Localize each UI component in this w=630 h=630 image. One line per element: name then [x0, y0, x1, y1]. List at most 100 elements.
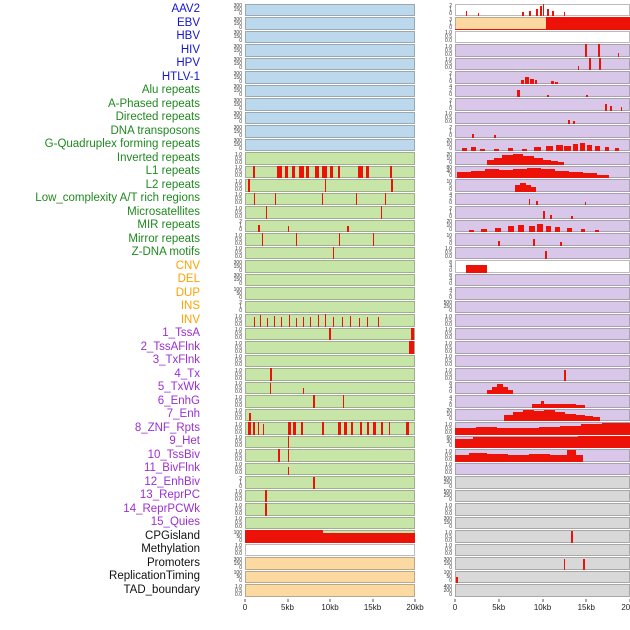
right-track-panel: [455, 3, 630, 16]
y-axis-ticks-right: 1.0 0.5 0.0: [415, 355, 455, 368]
x-tick-mark: [372, 599, 373, 602]
signal-bar: [266, 206, 268, 219]
signal-bar: [381, 422, 383, 435]
right-track-panel: [455, 98, 630, 111]
signal-bar: [486, 454, 508, 462]
x-tick-mark: [244, 599, 246, 602]
y-axis-ticks-left: 300 150 0: [205, 557, 245, 570]
left-track-panel: [245, 111, 415, 124]
y-tick-label: 1.0: [235, 502, 242, 509]
signal-bar: [596, 174, 609, 178]
signal-bar: [273, 315, 275, 327]
signal-bar: [287, 226, 290, 232]
signal-bar: [581, 423, 602, 435]
left-track-panel: [245, 44, 415, 57]
signal-bar: [546, 94, 549, 97]
y-tick-label: 0.0: [235, 335, 242, 341]
y-tick-label: 4: [449, 286, 452, 293]
signal-bar: [476, 427, 497, 435]
y-axis-ticks-right: 500 250 0: [415, 301, 455, 314]
signal-bar: [546, 17, 630, 30]
y-axis-ticks-right: 500 250 0: [415, 490, 455, 503]
signal-bar: [351, 422, 353, 435]
y-tick-label: 4: [449, 277, 452, 283]
left-track-panel: [245, 314, 415, 327]
signal-bar: [355, 192, 357, 205]
right-track-panel: [455, 381, 630, 394]
track-row: A-Phased repeats 300 150 0 2 1 0: [0, 98, 630, 111]
signal-bar: [567, 120, 571, 124]
y-tick-label: 500: [443, 489, 452, 495]
y-tick-label: 10: [446, 155, 452, 162]
y-tick-label: 1.0: [445, 30, 452, 36]
signal-bar: [617, 53, 620, 57]
y-tick-label: 0.0: [445, 348, 452, 355]
signal-bar: [525, 77, 530, 84]
y-tick-label: 0.0: [235, 443, 242, 449]
signal-bar: [609, 106, 612, 111]
signal-bar: [455, 28, 546, 30]
signal-bar: [521, 148, 527, 151]
left-track-panel: [245, 422, 415, 435]
signal-bar: [347, 225, 349, 232]
y-tick-label: 1: [449, 74, 452, 81]
right-track-panel: [455, 165, 630, 178]
right-track-panel: [455, 354, 630, 367]
y-tick-label: 0: [449, 146, 452, 152]
y-tick-label: 1.0: [445, 246, 452, 252]
y-tick-label: 0: [239, 11, 242, 17]
y-tick-label: 0: [449, 267, 452, 274]
track-label: Z-DNA motifs: [131, 246, 200, 258]
y-axis-ticks-left: 1.0 0.5 0.0: [205, 395, 245, 408]
left-track-panel: [245, 287, 415, 300]
y-tick-label: 10: [446, 232, 452, 239]
signal-bar: [470, 170, 485, 178]
track-label: 5_TxWk: [157, 381, 200, 393]
right-track-panel: [455, 449, 630, 462]
right-track-panel: [455, 17, 630, 30]
y-tick-label: 0.0: [445, 429, 452, 436]
signal-bar: [274, 192, 276, 205]
signal-bar: [544, 403, 555, 408]
signal-bar: [481, 228, 487, 232]
y-tick-label: 0: [239, 537, 242, 544]
x-axis-left: 0 5kb 10kb 15kb 20kb: [243, 599, 424, 621]
y-tick-label: 0.0: [235, 348, 242, 355]
signal-bar: [314, 165, 319, 178]
track-row: 3_TxFlnk 1.0 0.5 0.0 1.0 0.5 0.0: [0, 354, 630, 368]
y-tick-label: 0.0: [235, 524, 242, 530]
left-track-panel: [245, 179, 415, 192]
y-axis-ticks-left: 1.0 0.5 0.0: [205, 247, 245, 260]
signal-bar: [337, 165, 340, 178]
y-tick-label: 50: [446, 574, 452, 580]
track-label: HBV: [176, 30, 200, 42]
right-track-panel: [455, 125, 630, 138]
signal-bar: [512, 168, 527, 178]
y-tick-label: 0.5: [445, 533, 452, 540]
signal-bar: [577, 436, 630, 448]
y-tick-label: 150: [233, 88, 242, 94]
signal-bar: [540, 6, 543, 16]
y-tick-label: 1.0: [445, 367, 452, 374]
y-tick-label: 2: [449, 88, 452, 94]
signal-bar: [455, 428, 476, 435]
left-track-panel: [245, 57, 415, 70]
signal-bar: [309, 317, 311, 327]
signal-bar: [313, 477, 315, 489]
y-tick-label: 1.0: [235, 408, 242, 414]
y-tick-label: 300: [233, 30, 242, 36]
y-tick-label: 10: [446, 142, 452, 148]
y-tick-label: 0: [449, 132, 452, 139]
signal-bar: [595, 229, 599, 232]
signal-bar: [477, 12, 479, 16]
signal-bar: [545, 250, 548, 259]
track-label: HIV: [180, 43, 200, 56]
signal-bar: [252, 165, 255, 178]
track-label: L2 repeats: [145, 178, 200, 191]
y-tick-label: 300: [233, 16, 242, 23]
y-axis-ticks-right: 20 10 0: [415, 152, 455, 165]
signal-bar: [531, 187, 536, 192]
